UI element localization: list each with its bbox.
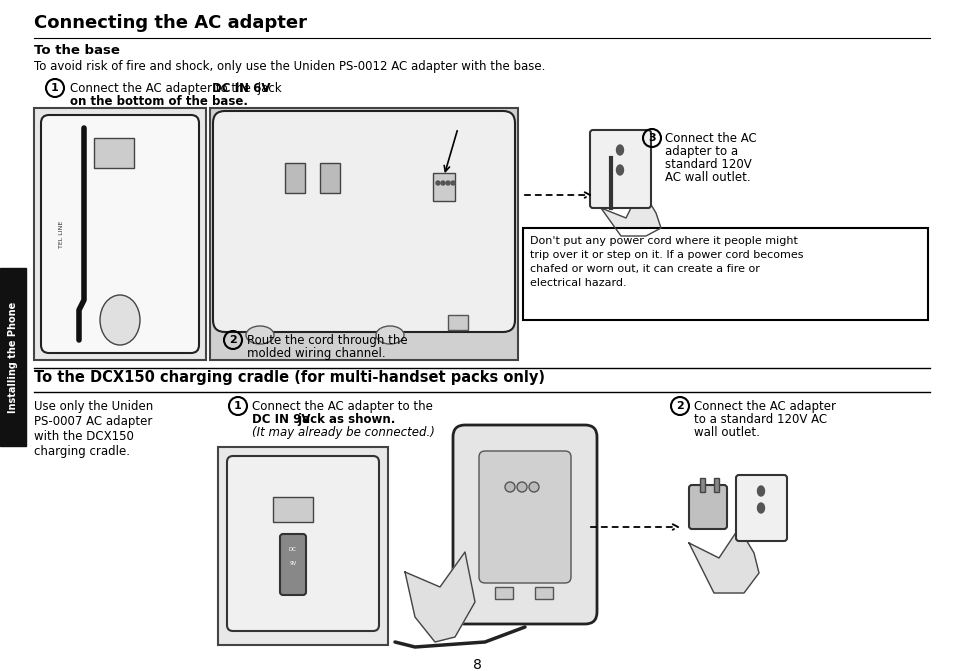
Text: 2: 2 [676, 401, 683, 411]
Text: Installing the Phone: Installing the Phone [8, 301, 18, 413]
Ellipse shape [757, 486, 763, 496]
Circle shape [436, 181, 439, 185]
FancyBboxPatch shape [41, 115, 199, 353]
Bar [535, 587, 553, 599]
Text: on the bottom of the base.: on the bottom of the base. [70, 95, 248, 108]
Text: Connect the AC: Connect the AC [664, 132, 756, 145]
FancyBboxPatch shape [453, 425, 597, 624]
Circle shape [529, 482, 538, 492]
Text: wall outlet.: wall outlet. [693, 426, 760, 439]
Bar [273, 497, 313, 522]
Text: 1: 1 [233, 401, 242, 411]
Text: 2: 2 [229, 335, 236, 345]
FancyBboxPatch shape [735, 475, 786, 541]
Text: 3: 3 [647, 133, 655, 143]
Text: TEL LINE: TEL LINE [453, 178, 457, 201]
Text: electrical hazard.: electrical hazard. [530, 278, 626, 288]
Circle shape [446, 181, 450, 185]
FancyBboxPatch shape [589, 130, 650, 208]
FancyBboxPatch shape [478, 451, 571, 583]
Text: To avoid risk of fire and shock, only use the Uniden PS-0012 AC adapter with the: To avoid risk of fire and shock, only us… [34, 60, 545, 73]
Text: To the base: To the base [34, 44, 120, 57]
Text: DC IN 6V: DC IN 6V [212, 82, 270, 95]
Bar [285, 163, 305, 193]
Bar [522, 228, 927, 320]
Text: jack as shown.: jack as shown. [294, 413, 395, 426]
Text: Don't put any power cord where it people might: Don't put any power cord where it people… [530, 236, 797, 246]
Text: molded wiring channel.: molded wiring channel. [247, 347, 385, 360]
Text: Connect the AC adapter: Connect the AC adapter [693, 400, 835, 413]
Text: DC IN 9V: DC IN 9V [252, 413, 310, 426]
Bar [94, 138, 133, 168]
Circle shape [517, 482, 526, 492]
Ellipse shape [375, 326, 403, 344]
Text: charging cradle.: charging cradle. [34, 445, 130, 458]
FancyBboxPatch shape [688, 485, 726, 529]
Text: AC wall outlet.: AC wall outlet. [664, 171, 750, 184]
Polygon shape [688, 528, 759, 593]
Text: DC: DC [289, 547, 296, 552]
Text: trip over it or step on it. If a power cord becomes: trip over it or step on it. If a power c… [530, 250, 802, 260]
Text: adapter to a: adapter to a [664, 145, 738, 158]
Circle shape [440, 181, 444, 185]
Text: 8: 8 [472, 658, 481, 671]
Bar [700, 478, 704, 492]
Ellipse shape [246, 326, 274, 344]
Polygon shape [405, 552, 475, 642]
Text: to a standard 120V AC: to a standard 120V AC [693, 413, 826, 426]
Bar [210, 108, 517, 360]
Text: Connecting the AC adapter: Connecting the AC adapter [34, 14, 307, 32]
Text: 1: 1 [51, 83, 59, 93]
Text: Route the cord through the: Route the cord through the [247, 334, 407, 347]
Text: TEL LINE: TEL LINE [59, 220, 65, 248]
FancyBboxPatch shape [280, 534, 306, 595]
Text: PS-0007 AC adapter: PS-0007 AC adapter [34, 415, 152, 428]
Bar [218, 447, 388, 645]
Circle shape [451, 181, 455, 185]
FancyBboxPatch shape [213, 111, 515, 332]
Circle shape [504, 482, 515, 492]
Ellipse shape [616, 145, 623, 155]
Text: To the DCX150 charging cradle (for multi-handset packs only): To the DCX150 charging cradle (for multi… [34, 370, 544, 385]
Bar [319, 163, 339, 193]
Text: Connect the AC adapter to the: Connect the AC adapter to the [252, 400, 433, 413]
Text: Use only the Uniden: Use only the Uniden [34, 400, 153, 413]
Bar [433, 173, 455, 201]
Text: standard 120V: standard 120V [664, 158, 751, 171]
Ellipse shape [100, 295, 140, 345]
Bar [0, 268, 26, 446]
Text: 9V: 9V [289, 561, 296, 566]
Bar [34, 108, 206, 360]
Ellipse shape [616, 165, 623, 175]
Text: jack: jack [253, 82, 281, 95]
Text: Connect the AC adapter to the: Connect the AC adapter to the [70, 82, 254, 95]
Bar [495, 587, 513, 599]
Text: chafed or worn out, it can create a fire or: chafed or worn out, it can create a fire… [530, 264, 760, 274]
Text: (It may already be connected.): (It may already be connected.) [252, 426, 435, 439]
FancyBboxPatch shape [227, 456, 378, 631]
Ellipse shape [757, 503, 763, 513]
Polygon shape [600, 188, 660, 236]
Bar [713, 478, 719, 492]
Bar [448, 315, 468, 330]
Text: with the DCX150: with the DCX150 [34, 430, 133, 443]
